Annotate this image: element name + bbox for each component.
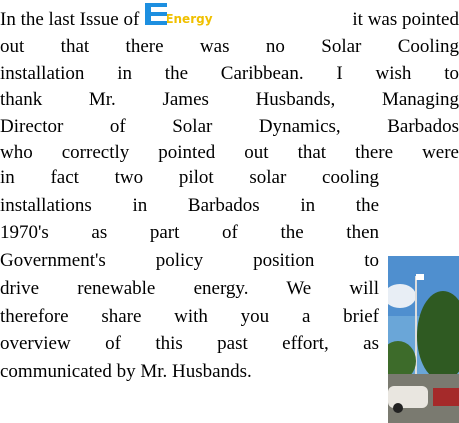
text-line: in fact two pilot solar cooling <box>0 166 379 190</box>
text-line: who correctly pointed out that there wer… <box>0 141 459 165</box>
first-line: In the last Issue of Energy it was point… <box>0 8 459 32</box>
text-line: communicated by Mr. Husbands. <box>0 360 385 384</box>
logo: Energy <box>145 0 212 31</box>
text-line: out that there was no Solar Cooling <box>0 35 459 59</box>
text-line: installations in Barbados in the <box>0 194 379 218</box>
text-line: overview of this past effort, as <box>0 332 379 356</box>
text: In the last Issue of <box>0 8 139 32</box>
text-line: 1970's as part of the then <box>0 221 379 245</box>
logo-icon <box>145 3 167 25</box>
text-line: installation in the Caribbean. I wish to <box>0 62 459 86</box>
text: it was pointed <box>352 8 459 32</box>
logo-text: Energy <box>165 7 212 31</box>
page: In the last Issue of Energy it was point… <box>0 0 459 423</box>
text-line: Director of Solar Dynamics, Barbados <box>0 115 459 139</box>
text-line: therefore share with you a brief <box>0 305 379 329</box>
photo <box>388 256 459 423</box>
text-line: Government's policy position to <box>0 249 379 273</box>
text-line: drive renewable energy. We will <box>0 277 379 301</box>
text-line: thank Mr. James Husbands, Managing <box>0 88 459 112</box>
